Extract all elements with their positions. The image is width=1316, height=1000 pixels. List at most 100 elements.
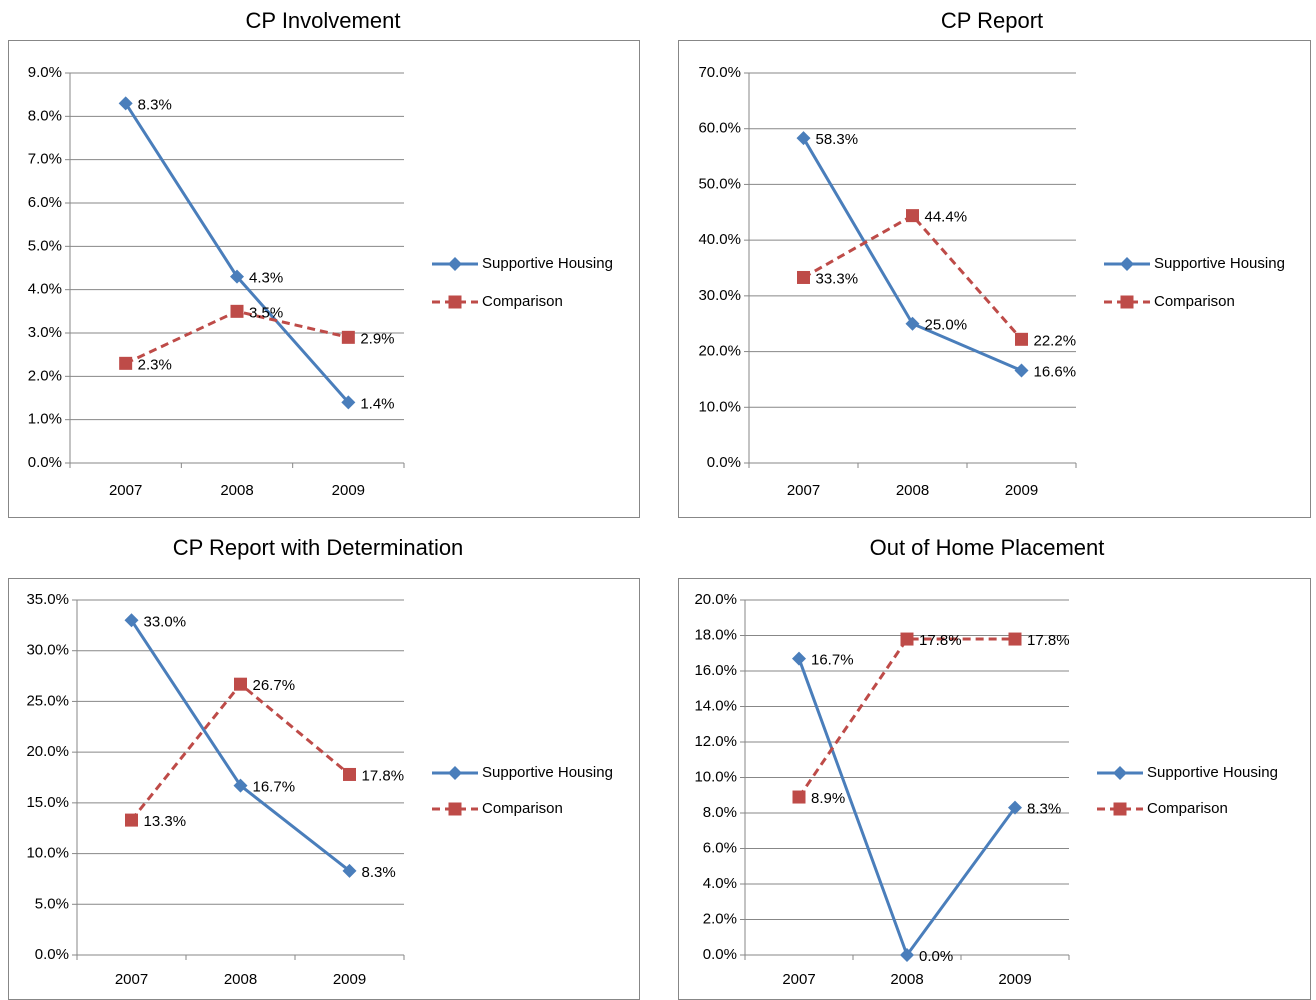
data-point: [792, 651, 806, 666]
data-label: 1.4%: [360, 395, 394, 412]
y-tick-label: 3.0%: [28, 324, 62, 341]
data-label: 17.8%: [362, 767, 405, 784]
y-tick-label: 2.0%: [703, 910, 737, 927]
data-point: [1008, 632, 1022, 646]
y-tick-label: 35.0%: [26, 591, 69, 608]
legend-marker: [448, 802, 462, 816]
x-tick-label: 2009: [332, 482, 365, 499]
y-tick-label: 4.0%: [28, 281, 62, 298]
y-tick-label: 0.0%: [707, 454, 741, 471]
data-point: [230, 304, 244, 318]
chart-frame: [678, 40, 1311, 518]
y-tick-label: 0.0%: [35, 946, 69, 963]
data-label: 8.3%: [1027, 801, 1061, 818]
data-label: 44.4%: [925, 209, 968, 226]
data-label: 16.7%: [811, 652, 854, 669]
y-tick-label: 70.0%: [698, 64, 741, 81]
data-point: [792, 790, 806, 804]
legend-marker: [448, 295, 462, 309]
series-line: [802, 213, 1023, 341]
x-tick-label: 2007: [782, 971, 815, 988]
y-tick-label: 15.0%: [26, 794, 69, 811]
legend-label: Supportive Housing: [1154, 255, 1285, 272]
series-line: [797, 637, 1015, 798]
legend-marker: [1120, 295, 1134, 309]
data-label: 4.3%: [249, 270, 283, 287]
data-point: [906, 209, 919, 223]
chart-frame: [8, 40, 640, 518]
legend-label: Comparison: [482, 293, 563, 310]
legend-marker: [448, 766, 462, 780]
x-tick-label: 2007: [787, 482, 820, 499]
y-tick-label: 5.0%: [28, 237, 62, 254]
legend-marker: [1113, 766, 1127, 780]
y-tick-label: 10.0%: [698, 398, 741, 415]
data-point: [796, 131, 811, 146]
series-line: [802, 137, 1023, 372]
x-tick-label: 2008: [224, 971, 257, 988]
legend-label: Comparison: [1147, 800, 1228, 817]
data-point: [233, 778, 248, 793]
x-tick-label: 2009: [1005, 482, 1038, 499]
x-tick-label: 2008: [220, 482, 253, 499]
data-point: [119, 356, 133, 370]
legend-label: Supportive Housing: [482, 255, 613, 272]
data-point: [118, 96, 133, 111]
y-tick-label: 6.0%: [703, 839, 737, 856]
legend-label: Comparison: [482, 800, 563, 817]
y-tick-label: 30.0%: [698, 287, 741, 304]
y-tick-label: 16.0%: [694, 662, 737, 679]
y-tick-label: 2.0%: [28, 367, 62, 384]
y-tick-label: 9.0%: [28, 64, 62, 81]
data-point: [342, 863, 357, 878]
y-tick-label: 40.0%: [698, 231, 741, 248]
y-tick-label: 20.0%: [694, 591, 737, 608]
chart-title: Out of Home Placement: [870, 535, 1105, 560]
data-label: 2.3%: [138, 356, 172, 373]
data-point: [900, 948, 914, 962]
y-tick-label: 6.0%: [28, 194, 62, 211]
legend-label: Supportive Housing: [1147, 764, 1278, 781]
chart-frame: [8, 578, 640, 1000]
data-label: 2.9%: [360, 330, 394, 347]
data-point: [905, 316, 920, 331]
x-tick-label: 2009: [333, 971, 366, 988]
data-point: [341, 330, 355, 344]
data-label: 25.0%: [925, 317, 968, 334]
data-point: [230, 269, 244, 284]
chart-title: CP Report with Determination: [173, 535, 464, 560]
data-label: 17.8%: [919, 632, 962, 649]
y-tick-label: 10.0%: [26, 845, 69, 862]
y-tick-label: 0.0%: [703, 946, 737, 963]
y-tick-label: 0.0%: [28, 454, 62, 471]
series-line: [130, 619, 351, 872]
x-tick-label: 2007: [109, 482, 142, 499]
data-point: [125, 813, 138, 827]
y-tick-label: 14.0%: [694, 697, 737, 714]
y-tick-label: 50.0%: [698, 175, 741, 192]
legend-marker: [1113, 802, 1127, 816]
y-tick-label: 60.0%: [698, 120, 741, 137]
data-label: 13.3%: [144, 813, 187, 830]
chart-title: CP Report: [941, 8, 1043, 33]
data-label: 26.7%: [253, 677, 296, 694]
data-label: 16.6%: [1034, 363, 1077, 380]
data-point: [1014, 363, 1029, 378]
y-tick-label: 4.0%: [703, 875, 737, 892]
y-tick-label: 20.0%: [26, 743, 69, 760]
x-tick-label: 2008: [890, 971, 923, 988]
y-tick-label: 1.0%: [28, 411, 62, 428]
y-tick-label: 5.0%: [35, 895, 69, 912]
y-tick-label: 18.0%: [694, 626, 737, 643]
data-point: [124, 613, 139, 628]
data-point: [234, 677, 247, 691]
y-tick-label: 12.0%: [694, 733, 737, 750]
y-tick-label: 25.0%: [26, 692, 69, 709]
data-point: [343, 767, 356, 781]
data-point: [1015, 332, 1028, 346]
data-label: 33.3%: [816, 270, 859, 287]
x-tick-label: 2007: [115, 971, 148, 988]
data-point: [1008, 800, 1022, 815]
